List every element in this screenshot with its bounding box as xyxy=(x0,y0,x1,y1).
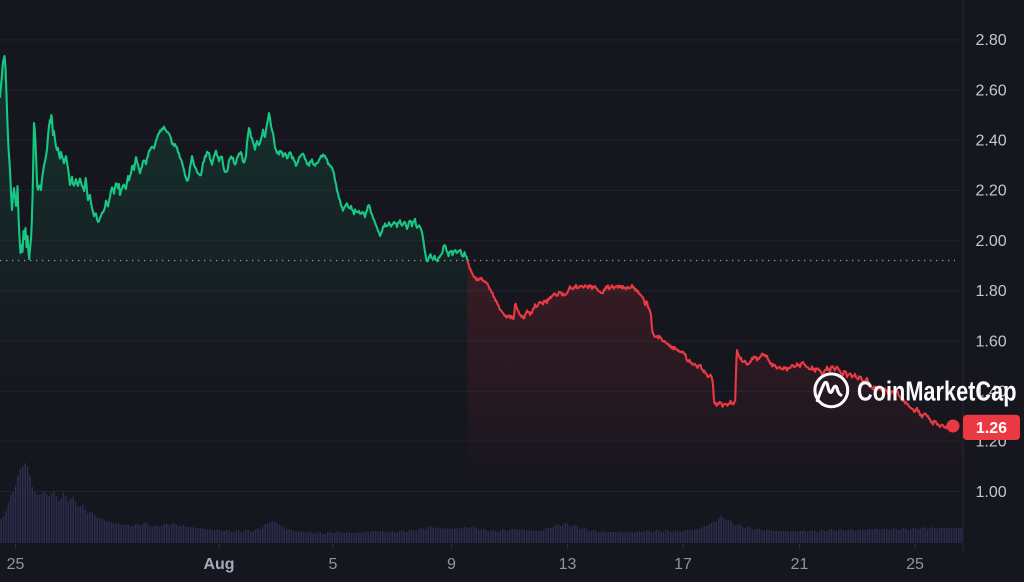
svg-text:1.80: 1.80 xyxy=(976,283,1007,300)
svg-text:25: 25 xyxy=(7,556,25,573)
svg-text:2.20: 2.20 xyxy=(976,183,1007,200)
svg-text:Aug: Aug xyxy=(203,556,234,573)
svg-text:2.00: 2.00 xyxy=(976,233,1007,250)
svg-text:2.80: 2.80 xyxy=(976,32,1007,49)
svg-text:9: 9 xyxy=(447,556,456,573)
svg-text:13: 13 xyxy=(559,556,577,573)
svg-text:2.60: 2.60 xyxy=(976,82,1007,99)
svg-text:1.26: 1.26 xyxy=(976,420,1007,437)
svg-text:1.40: 1.40 xyxy=(976,384,1007,401)
svg-text:2.40: 2.40 xyxy=(976,133,1007,150)
svg-text:5: 5 xyxy=(329,556,338,573)
svg-text:CoinMarketCap: CoinMarketCap xyxy=(857,376,1017,407)
svg-text:21: 21 xyxy=(791,556,809,573)
svg-text:1.60: 1.60 xyxy=(976,333,1007,350)
svg-text:1.00: 1.00 xyxy=(976,484,1007,501)
svg-text:17: 17 xyxy=(674,556,692,573)
svg-text:25: 25 xyxy=(906,556,924,573)
